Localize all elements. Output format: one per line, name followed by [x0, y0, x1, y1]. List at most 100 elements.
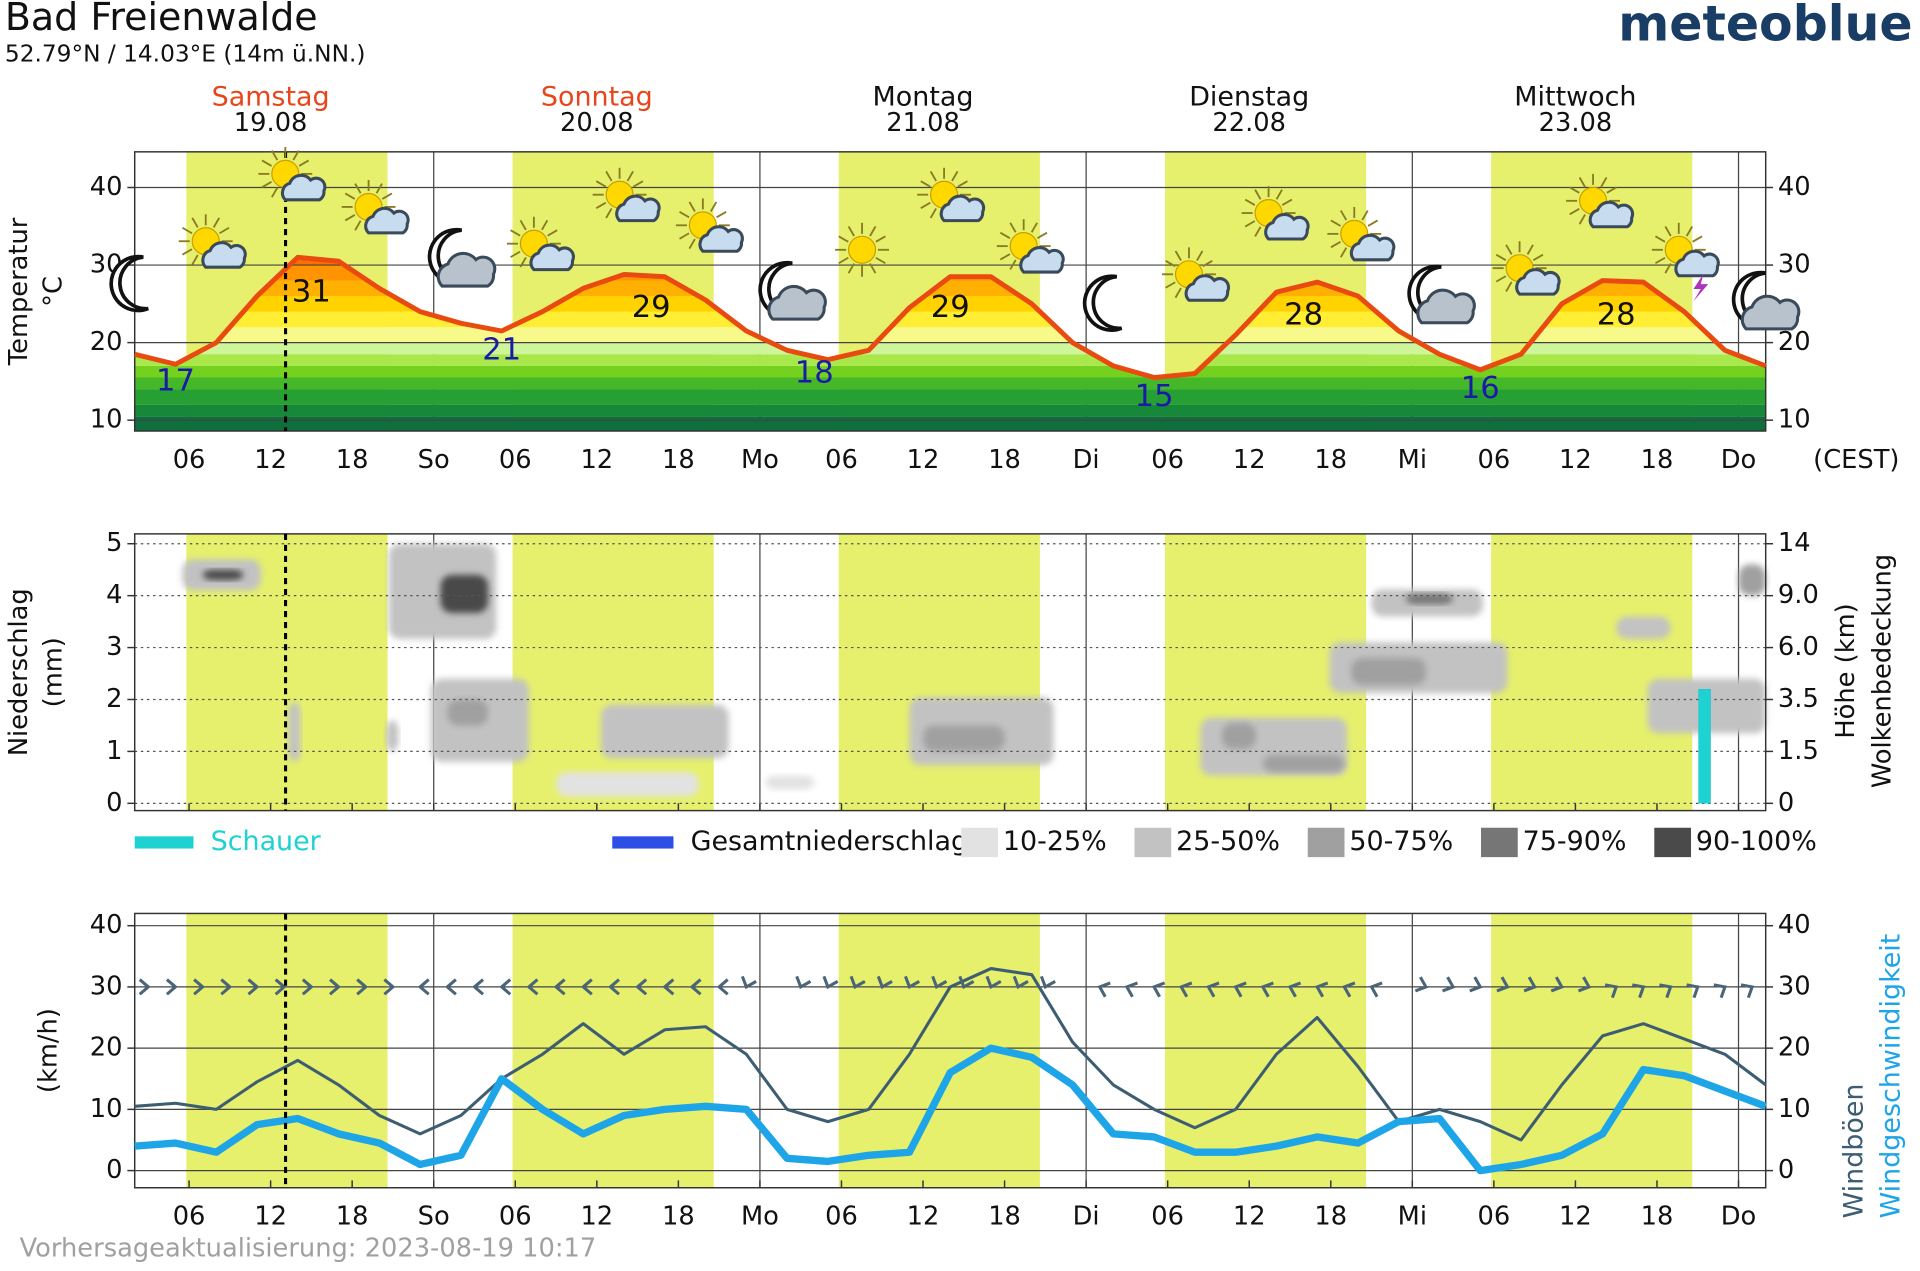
moon	[1082, 274, 1123, 332]
wind-arrow	[580, 978, 593, 996]
cloud-patch	[386, 720, 399, 752]
wind-arrow-head	[1604, 983, 1619, 999]
wind-arrow-head	[876, 975, 893, 990]
x-tick-label: 12	[1559, 445, 1592, 475]
legend-swatch	[134, 836, 194, 849]
y-tick-label: 20	[90, 327, 123, 357]
axis-label: Temperatur	[4, 217, 34, 366]
sun-ray	[605, 170, 613, 182]
sun	[847, 235, 877, 264]
temperature-band	[134, 365, 1766, 378]
x-tick-label: 18	[336, 445, 369, 475]
y2-tick-label: 40	[1778, 172, 1811, 202]
day-name: Dienstag	[1189, 81, 1309, 112]
legend-swatch	[961, 827, 998, 858]
sun-ray	[1600, 177, 1608, 188]
wind-arrow	[1039, 975, 1056, 990]
sun-ray	[181, 248, 193, 256]
y-tick-label: 30	[90, 971, 123, 1001]
cloud	[767, 284, 827, 321]
wind-arrow-head	[635, 978, 648, 996]
wind-arrow	[662, 978, 675, 996]
legend-label: 25-50%	[1176, 826, 1280, 857]
x-tick-label: Di	[1073, 1202, 1100, 1232]
plot-frame	[133, 151, 1767, 432]
wind-arrow-head	[356, 978, 369, 996]
x-tick-label: 18	[336, 1202, 369, 1232]
sun-ray	[1281, 198, 1293, 206]
wind-arrow	[1012, 975, 1029, 990]
x-tick-label: 18	[662, 445, 695, 475]
sun-ray	[261, 181, 272, 189]
wind-arrow-head	[1206, 981, 1220, 998]
wind-arrow	[1577, 976, 1592, 993]
sun-ray	[1361, 210, 1369, 221]
x-tick-label: 12	[1233, 445, 1266, 475]
wind-arrow-head	[472, 978, 485, 996]
legend-swatch	[1134, 827, 1172, 858]
wind-arrow	[876, 975, 893, 990]
y2-axis-label: Höhe (km)	[1831, 603, 1861, 738]
weather-icon	[1327, 206, 1396, 262]
y2-tick-label: 6.0	[1778, 632, 1819, 662]
axis-label: °C	[38, 276, 68, 307]
cloud-patch	[556, 772, 699, 797]
legend-label: 75-90%	[1523, 826, 1627, 857]
wind-arrow-head	[1342, 981, 1356, 998]
wind-arrow-head	[1550, 976, 1565, 993]
day-name: Samstag	[212, 81, 330, 112]
sun-ray	[626, 170, 634, 182]
wind-arrow-head	[580, 978, 593, 996]
day-date: 22.08	[1212, 108, 1286, 138]
wind-arrow	[274, 978, 287, 996]
sun-ray	[1202, 260, 1213, 268]
wind-arrow	[1496, 976, 1510, 993]
sun-ray	[1505, 244, 1513, 255]
wind-arrow	[985, 975, 1002, 990]
sun-ray	[510, 229, 521, 237]
extreme-label: 16	[1461, 371, 1500, 406]
y2-tick-label: 20	[1778, 327, 1811, 357]
weather-icon	[758, 260, 827, 321]
legend-label: 90-100%	[1696, 826, 1817, 857]
sun-ray	[375, 183, 383, 194]
wind-arrow-head	[1686, 983, 1700, 999]
moon	[109, 254, 149, 313]
sun-ray	[869, 226, 877, 237]
wind-arrow-head	[931, 975, 948, 990]
sun-ray	[1330, 219, 1341, 227]
sun-ray	[1244, 220, 1256, 228]
cloud	[698, 225, 744, 253]
wind-arrow	[849, 975, 866, 990]
x-tick-label: 18	[662, 1202, 695, 1232]
wind-arrow	[958, 975, 975, 990]
sun-ray	[688, 238, 696, 250]
extreme-label: 29	[931, 290, 970, 325]
sun-ray	[1009, 259, 1017, 270]
sun-ray	[920, 201, 931, 209]
wind-arrow	[1151, 981, 1166, 998]
wind-arrow-head	[1039, 975, 1056, 990]
sun-ray	[957, 180, 968, 188]
wind-arrow-head	[1496, 976, 1510, 993]
extreme-label: 31	[292, 274, 331, 309]
cloud	[1674, 249, 1720, 278]
y-tick-label: 40	[90, 172, 123, 202]
lightning	[1693, 274, 1709, 302]
sun-ray	[875, 256, 886, 265]
wind-arrow	[1097, 981, 1111, 998]
x-tick-label: 06	[173, 445, 206, 475]
day-name: Montag	[873, 81, 974, 112]
wind-arrow	[635, 978, 648, 996]
weather-icon	[1492, 241, 1561, 296]
sun-ray	[541, 219, 549, 231]
sun-ray	[271, 150, 279, 161]
wind-line	[134, 967, 1767, 1142]
daylight	[512, 533, 714, 811]
x-tick-label: 12	[254, 1202, 287, 1232]
sun-ray	[1340, 210, 1348, 221]
wind-arrow	[1604, 983, 1619, 999]
weather-icon	[592, 167, 661, 223]
x-tick-label: 12	[254, 445, 287, 475]
temperature-band	[134, 327, 1766, 343]
